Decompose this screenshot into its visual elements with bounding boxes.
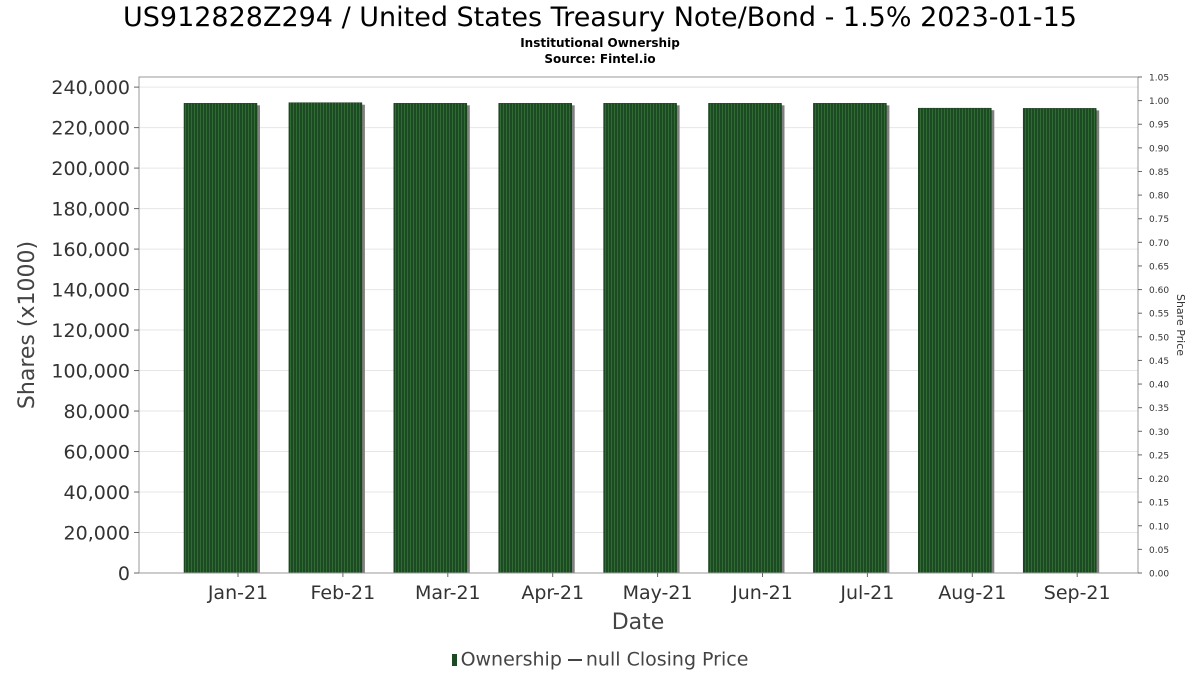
x-tick-label: Mar-21	[415, 582, 481, 604]
y2-tick-label: 0.25	[1149, 451, 1169, 461]
bar	[813, 103, 887, 574]
y-axis-ticks: 0 20,000 40,000 60,000 80,000 100,000 120,000 1…	[51, 77, 139, 585]
y2-tick-label: 0.90	[1149, 144, 1169, 154]
bars	[183, 102, 1100, 574]
y2-tick-label: 0.45	[1149, 357, 1169, 367]
y2-tick-label: 1.05	[1149, 74, 1169, 84]
y-tick-label: 240,000	[51, 77, 130, 99]
bar	[603, 103, 677, 574]
y-tick-label: 100,000	[51, 361, 130, 383]
y2-axis-ticks: 0.00 0.05 0.10 0.15 0.20 0.25 0.30 0.35 0.40 0.45…	[1138, 74, 1169, 580]
y-tick-label: 180,000	[51, 199, 130, 221]
y2-tick-label: 0.50	[1149, 333, 1169, 343]
bar	[393, 103, 468, 574]
chart-title: US912828Z294 / United States Treasury No…	[122, 2, 1077, 33]
y-axis-label: Shares (x1000)	[15, 241, 40, 409]
ownership-swatch-icon	[451, 653, 457, 666]
bar	[1022, 108, 1097, 574]
y-tick-label: 20,000	[64, 523, 130, 545]
y-tick-label: 80,000	[64, 401, 130, 423]
bar	[918, 107, 992, 574]
y2-tick-label: 0.15	[1149, 499, 1169, 509]
y2-tick-label: 0.95	[1149, 121, 1169, 131]
y2-axis-label: Share Price	[1174, 294, 1187, 356]
x-tick-label: Jan-21	[207, 582, 268, 604]
chart-subtitle: Institutional Ownership	[520, 36, 680, 50]
y-tick-label: 140,000	[51, 280, 130, 302]
y2-tick-label: 0.00	[1149, 570, 1169, 580]
y2-tick-label: 0.65	[1149, 262, 1169, 272]
y2-tick-label: 0.70	[1149, 239, 1169, 249]
bar	[498, 103, 572, 574]
y2-tick-label: 0.40	[1149, 381, 1169, 391]
y-tick-label: 40,000	[64, 482, 130, 504]
x-axis-ticks: Jan-21 Feb-21 Mar-21 Apr-21 May-21 Jun-21 Jul-…	[207, 573, 1111, 604]
x-tick-label: Feb-21	[311, 582, 376, 604]
y2-tick-label: 0.20	[1149, 475, 1169, 485]
x-tick-label: Jul-21	[839, 582, 894, 604]
y2-tick-label: 0.85	[1149, 168, 1169, 178]
y2-tick-label: 0.80	[1149, 192, 1169, 202]
plot-frame	[138, 76, 1139, 574]
x-tick-label: Sep-21	[1044, 582, 1111, 604]
y-tick-label: 0	[118, 563, 130, 585]
y-tick-label: 220,000	[51, 118, 130, 140]
y-tick-label: 200,000	[51, 158, 130, 180]
y2-tick-label: 1.00	[1149, 97, 1169, 107]
x-axis-label: Date	[612, 610, 665, 635]
y2-tick-label: 0.35	[1149, 404, 1169, 414]
legend-ownership: Ownership	[460, 648, 562, 671]
bar	[288, 102, 363, 574]
x-tick-label: Jun-21	[731, 582, 793, 604]
y-tick-label: 120,000	[51, 320, 130, 342]
chart-source: Source: Fintel.io	[544, 52, 656, 66]
y2-tick-label: 0.05	[1149, 546, 1169, 556]
y2-tick-label: 0.55	[1149, 310, 1169, 320]
y2-tick-label: 0.30	[1149, 428, 1169, 438]
legend-closing-price: null Closing Price	[585, 648, 749, 671]
legend: Ownership null Closing Price	[0, 648, 1200, 671]
closing-price-line-icon	[567, 658, 582, 661]
y2-tick-label: 0.60	[1149, 286, 1169, 296]
x-tick-label: Aug-21	[938, 582, 1006, 604]
x-tick-label: Apr-21	[521, 582, 584, 604]
y2-tick-label: 0.10	[1149, 522, 1169, 532]
y-tick-label: 160,000	[51, 239, 130, 261]
y-tick-label: 60,000	[64, 442, 130, 464]
bar	[183, 103, 258, 574]
bar	[708, 103, 782, 574]
x-tick-label: May-21	[623, 582, 693, 604]
y2-tick-label: 0.75	[1149, 215, 1169, 225]
